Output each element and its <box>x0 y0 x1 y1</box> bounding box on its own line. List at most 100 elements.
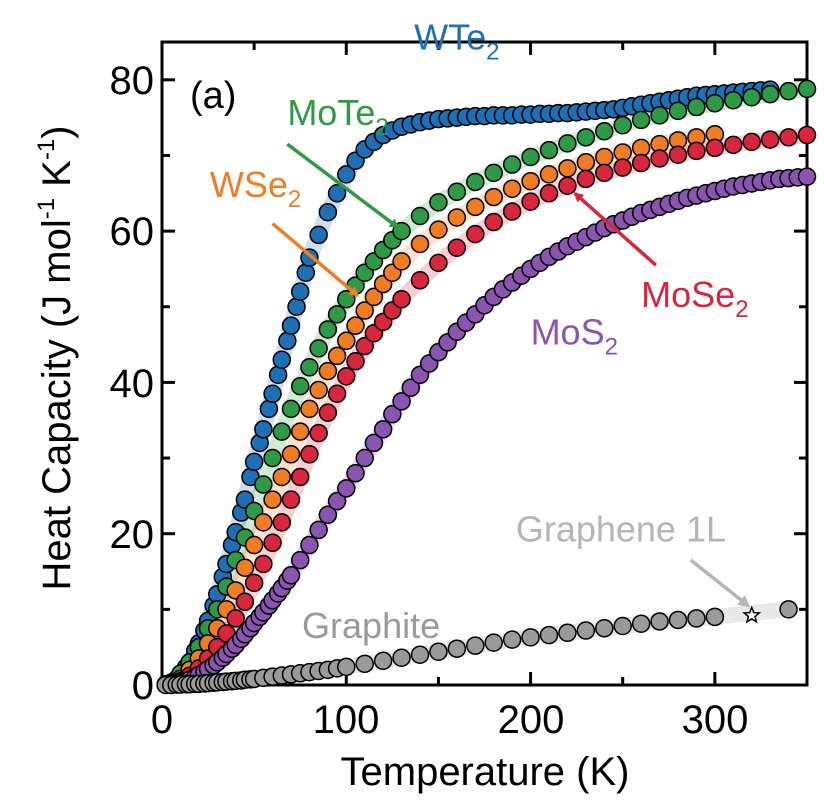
graphite-point <box>650 612 669 631</box>
mos2-point <box>373 420 393 439</box>
axis-ticks <box>160 42 807 687</box>
mose2-point <box>576 169 596 189</box>
mose2-point <box>484 212 503 232</box>
graphite-point <box>613 616 632 636</box>
mote2-point <box>705 94 725 113</box>
graphite-point <box>484 633 503 652</box>
graphite-point <box>558 623 577 643</box>
mote2-point <box>290 376 310 396</box>
annotation-arrows <box>271 142 751 608</box>
mos2-label: MoS2 <box>531 312 618 361</box>
mos2-point <box>290 550 310 570</box>
y-tick-label-20: 20 <box>110 513 155 557</box>
y-axis-title: Heat Capacity (J mol-1 K-1) <box>33 125 79 590</box>
mose2-point <box>668 145 688 164</box>
graphite-point <box>595 619 614 638</box>
panel-label: (a) <box>190 75 236 117</box>
mose2-point <box>724 135 743 155</box>
mose2-point <box>346 351 365 371</box>
graphite-point <box>373 651 393 671</box>
mose2-point <box>650 149 669 168</box>
graphite-point <box>631 614 651 633</box>
mote2-point <box>742 87 761 107</box>
mose2-point <box>687 141 706 161</box>
mote2-point <box>521 147 540 167</box>
y-tick-labels: 0 20 40 60 80 <box>110 59 155 708</box>
graphite-label: Graphite <box>302 605 440 646</box>
wse2-point <box>484 187 503 207</box>
mose2-point <box>760 130 780 149</box>
mos2-point <box>355 448 374 468</box>
mote2-point <box>447 182 467 202</box>
mose2-point <box>281 490 301 509</box>
mote2-point <box>263 448 282 468</box>
graphite-point <box>466 636 485 655</box>
mos2-point <box>337 479 356 498</box>
graphite-point <box>429 642 448 661</box>
wte2-point <box>263 384 282 404</box>
mote2-point <box>429 193 448 212</box>
mose2-point <box>300 445 319 464</box>
mos2-point <box>318 505 338 525</box>
mose2-point <box>327 384 347 404</box>
x-tick-label-200: 200 <box>498 698 565 742</box>
wte2-point <box>281 316 301 335</box>
mose2-point <box>244 573 264 593</box>
mote2-point <box>797 79 817 99</box>
wse2-point <box>466 197 485 217</box>
mose2-point <box>318 403 338 422</box>
mote2-point <box>254 475 273 494</box>
mote2-arrow <box>286 142 400 229</box>
wse2-label: WSe2 <box>210 164 301 213</box>
mote2-point <box>724 90 743 110</box>
mote2-point <box>760 84 780 104</box>
mose2-point <box>502 202 522 221</box>
wse2-point <box>429 220 448 239</box>
mote2-point <box>613 115 632 135</box>
graphite-point <box>705 607 725 627</box>
mose2-point <box>410 271 430 290</box>
mose2-point <box>309 423 328 443</box>
wse2-point <box>576 153 596 172</box>
mos2-point <box>327 491 347 511</box>
x-tick-labels: 0 100 200 300 <box>151 698 749 742</box>
wse2-point <box>300 399 319 419</box>
graphite-point <box>576 621 596 640</box>
mote2-point <box>300 358 319 377</box>
y-tick-label-60: 60 <box>110 210 155 254</box>
mose2-arrow <box>573 191 658 267</box>
mose2-point <box>631 153 651 173</box>
wte2-point <box>327 184 347 203</box>
mote2-point <box>281 399 301 419</box>
mote2-point <box>484 163 503 183</box>
wse2-point <box>254 513 273 532</box>
wse2-point <box>364 287 384 307</box>
graphene-1l-star-marker <box>742 605 762 624</box>
mose2-point <box>235 592 255 612</box>
wte2-point <box>244 452 264 472</box>
graphite-point <box>355 654 374 674</box>
wte2-point <box>318 202 338 222</box>
wse2-point <box>235 558 255 577</box>
graphite-point <box>779 600 798 619</box>
mose2-point <box>254 554 273 574</box>
mose2-point <box>429 253 448 273</box>
wse2-point <box>337 331 356 351</box>
mose2-point <box>392 289 411 309</box>
wte2-point <box>278 331 297 351</box>
mote2-point <box>558 134 577 153</box>
mose2-point <box>742 132 761 152</box>
wse2-point <box>290 422 310 441</box>
wse2-point <box>410 234 430 254</box>
mos2-point <box>346 463 365 483</box>
x-axis-title: Temperature (K) <box>341 750 630 794</box>
wse2-point <box>595 147 614 167</box>
wse2-point <box>263 490 282 509</box>
wte2-point <box>296 263 315 282</box>
graphite-point <box>410 645 430 664</box>
mose2-point <box>263 533 282 553</box>
mote2-point <box>631 110 651 130</box>
mose2-point <box>272 513 292 532</box>
mote2-point <box>779 81 798 101</box>
